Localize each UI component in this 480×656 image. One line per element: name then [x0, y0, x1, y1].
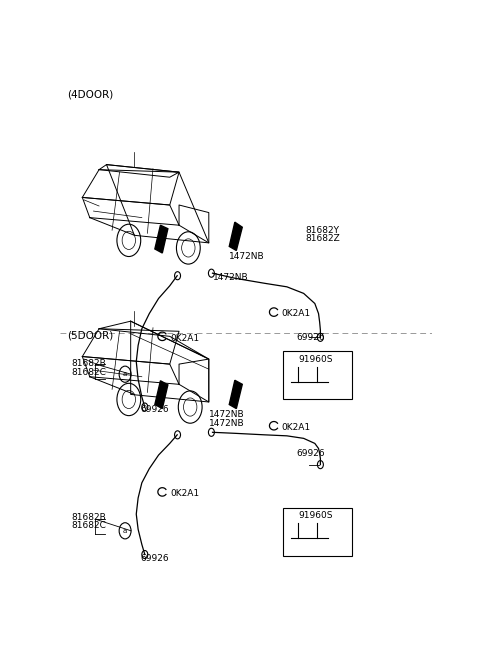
Polygon shape: [229, 222, 242, 251]
Text: 81682B: 81682B: [71, 513, 106, 522]
Text: a: a: [288, 512, 292, 519]
Text: 81682C: 81682C: [71, 522, 106, 530]
Text: 69926: 69926: [140, 554, 168, 563]
Text: a: a: [123, 528, 127, 534]
Text: 69926: 69926: [140, 405, 168, 414]
Polygon shape: [229, 380, 242, 409]
Text: 81682Z: 81682Z: [305, 392, 340, 401]
Text: 1472NB: 1472NB: [229, 252, 265, 261]
Text: 0K2A1: 0K2A1: [170, 489, 200, 499]
Text: (4DOOR): (4DOOR): [67, 90, 114, 100]
Bar: [283, 352, 352, 400]
Text: 81682B: 81682B: [71, 359, 106, 368]
Text: 81682Z: 81682Z: [305, 234, 340, 243]
Text: 0K2A1: 0K2A1: [170, 334, 200, 343]
Text: 0K2A1: 0K2A1: [281, 309, 310, 318]
Text: 1472NB: 1472NB: [209, 419, 244, 428]
Polygon shape: [155, 225, 168, 253]
Text: 81682Y: 81682Y: [305, 226, 339, 235]
Text: a: a: [288, 356, 292, 362]
Text: 0K2A1: 0K2A1: [281, 422, 310, 432]
Text: a: a: [123, 371, 127, 377]
Text: (5DOOR): (5DOOR): [67, 330, 114, 340]
Text: 1472NB: 1472NB: [209, 410, 244, 419]
Polygon shape: [155, 380, 168, 409]
Text: 69926: 69926: [296, 333, 325, 342]
Text: 91960S: 91960S: [298, 511, 333, 520]
Text: 69926: 69926: [296, 449, 325, 458]
Text: 81682Y: 81682Y: [305, 383, 339, 392]
Text: 91960S: 91960S: [298, 354, 333, 363]
Text: 81682C: 81682C: [71, 368, 106, 377]
Bar: [283, 508, 352, 556]
Text: 1472NB: 1472NB: [213, 273, 248, 281]
